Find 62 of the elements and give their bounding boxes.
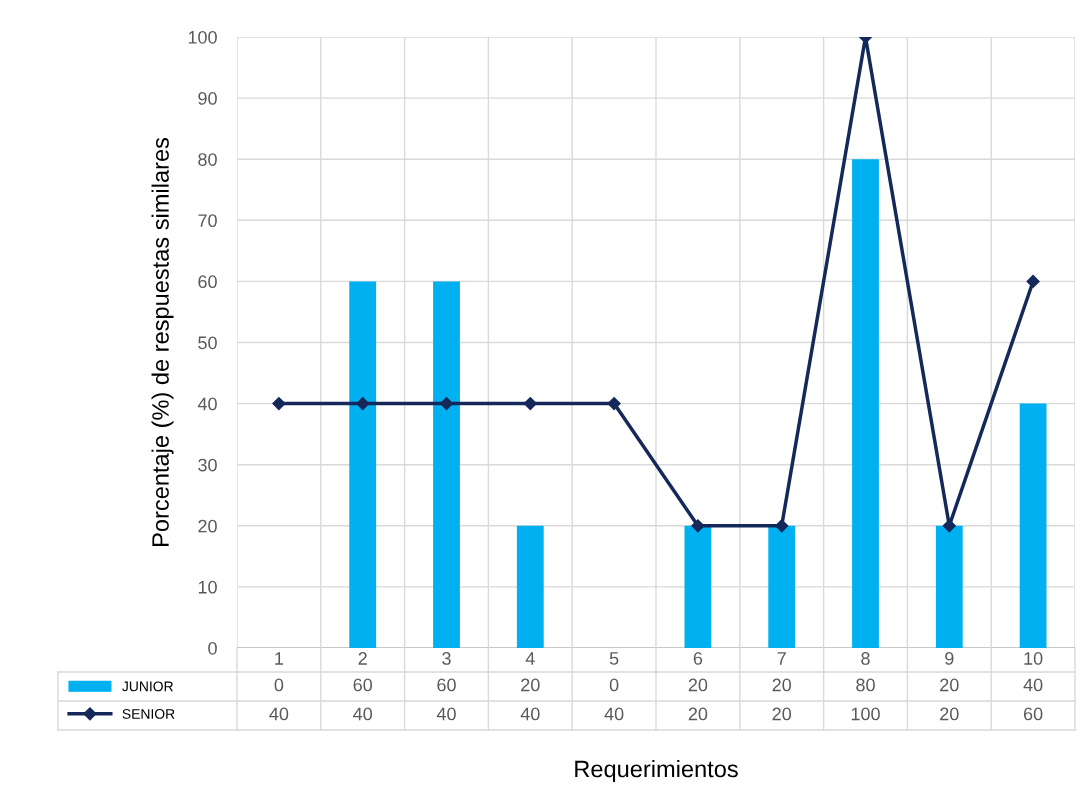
x-tick-label: 9	[945, 652, 954, 665]
legend-label: SENIOR	[122, 709, 175, 719]
bar	[852, 159, 879, 648]
x-tick-label: 7	[777, 652, 786, 665]
bar	[516, 525, 544, 648]
data-label: 20	[772, 707, 792, 721]
data-label: 0	[609, 678, 619, 692]
x-tick-label: 10	[1024, 652, 1043, 665]
y-tick-label: 90	[198, 92, 217, 105]
bar	[768, 525, 796, 648]
x-tick-label: 8	[861, 652, 870, 665]
data-label: 40	[520, 707, 540, 721]
data-label: 20	[521, 678, 540, 692]
bar	[433, 281, 460, 648]
point	[272, 397, 286, 411]
data-label: 40	[436, 707, 456, 721]
data-label: 20	[940, 678, 959, 692]
bar	[684, 525, 712, 648]
x-tick-label: 5	[609, 652, 619, 665]
point	[942, 519, 956, 533]
y-tick-label: 0	[208, 641, 217, 655]
point	[775, 519, 789, 533]
y-tick-label: 70	[198, 214, 217, 228]
point	[691, 519, 705, 533]
point	[356, 397, 370, 411]
point	[439, 397, 454, 411]
data-label: 0	[274, 678, 284, 692]
x-axis-title: Requerimientos	[575, 760, 738, 783]
y-tick-label: 20	[198, 519, 217, 533]
data-label: 20	[688, 678, 708, 692]
y-tick-label: 80	[198, 153, 217, 166]
point	[607, 397, 621, 411]
point	[1026, 274, 1040, 288]
x-tick-label: 2	[358, 652, 367, 665]
data-label: 100	[851, 707, 880, 721]
bar	[1019, 403, 1047, 648]
y-tick-label: 30	[198, 458, 217, 472]
data-label: 40	[269, 707, 289, 721]
x-tick-label: 3	[442, 652, 451, 665]
data-label: 80	[856, 678, 875, 692]
data-label: 40	[353, 707, 373, 721]
data-label: 60	[353, 678, 373, 692]
data-label: 40	[1023, 678, 1043, 692]
data-label: 20	[772, 678, 792, 692]
x-tick-label: 1	[275, 652, 284, 665]
y-axis-title: Porcentaje (%) de respuestas similares	[151, 137, 174, 546]
data-label: 60	[437, 678, 456, 692]
legend-label: JUNIOR	[122, 681, 173, 692]
y-tick-label: 100	[188, 30, 217, 44]
point	[523, 397, 537, 411]
bar	[349, 281, 377, 648]
data-label: 20	[940, 707, 959, 721]
bar	[935, 525, 963, 648]
y-tick-label: 60	[198, 275, 217, 289]
data-label: 20	[688, 707, 708, 721]
data-label: 60	[1023, 707, 1043, 721]
data-label: 40	[604, 707, 624, 721]
y-tick-label: 40	[197, 397, 217, 411]
x-tick-label: 6	[693, 652, 703, 665]
y-tick-label: 10	[198, 580, 217, 594]
x-tick-label: 4	[525, 652, 535, 665]
y-tick-label: 50	[198, 336, 217, 350]
